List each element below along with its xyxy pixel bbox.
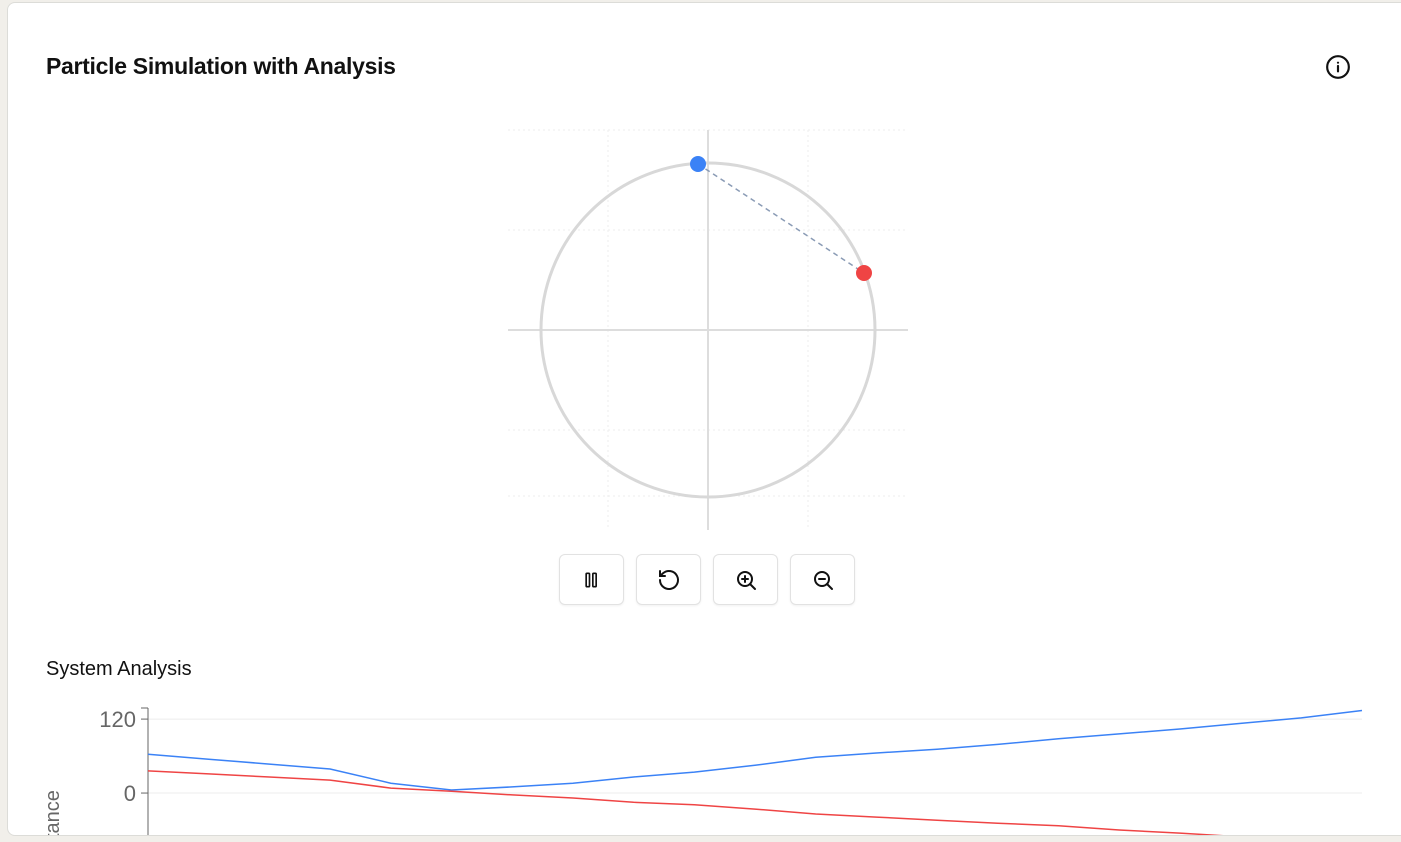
zoom-in-button[interactable] <box>713 554 778 605</box>
orbit <box>539 161 877 499</box>
particle <box>856 265 872 281</box>
reset-button[interactable] <box>636 554 701 605</box>
card: Particle Simulation with Analysis System… <box>7 2 1401 836</box>
y-axis-label: Distance <box>42 790 64 836</box>
particle <box>690 156 706 172</box>
y-tick-label: 120 <box>99 707 136 732</box>
section-title: System Analysis <box>46 658 192 680</box>
link <box>697 163 865 274</box>
series-line <box>147 709 1363 791</box>
analysis-chart: 120 0 Distance <box>42 707 1363 836</box>
info-icon[interactable] <box>1325 54 1351 80</box>
y-tick-label: 0 <box>124 781 136 806</box>
zoom-out-button[interactable] <box>790 554 855 605</box>
series-line <box>147 770 1224 835</box>
simulation <box>508 129 908 530</box>
pause-button[interactable] <box>559 554 624 605</box>
title: Particle Simulation with Analysis <box>46 53 396 79</box>
